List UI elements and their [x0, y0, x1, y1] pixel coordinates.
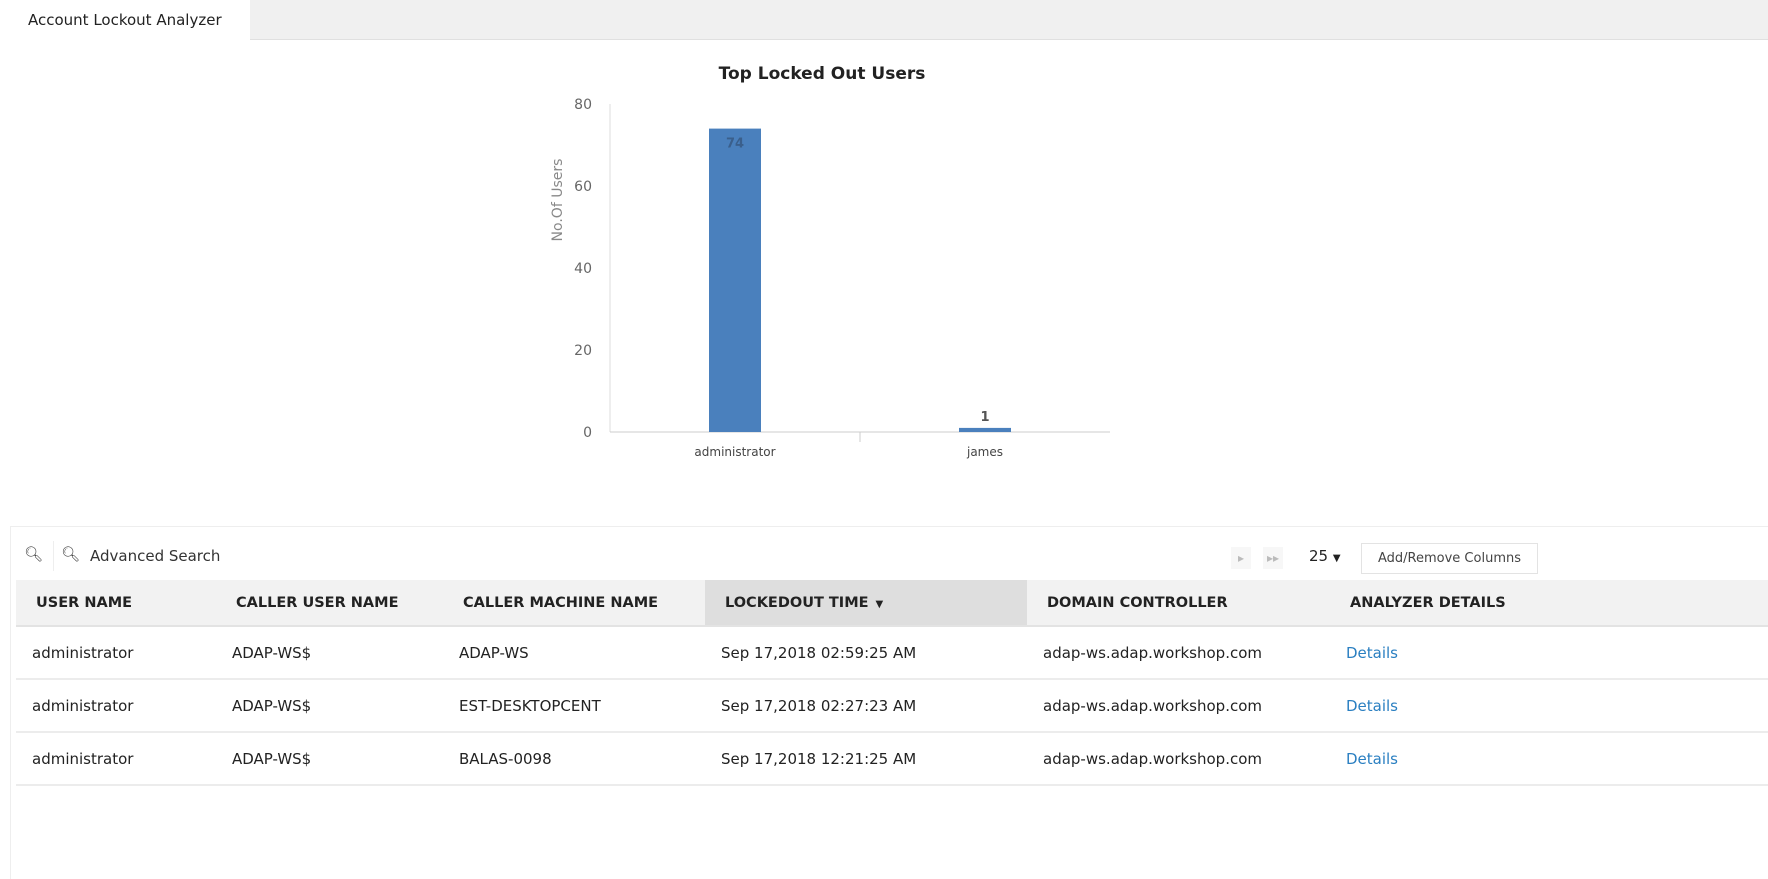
y-tick-label: 40: [574, 261, 592, 277]
bar-james: [959, 427, 1011, 432]
quick-search-icon[interactable]: 🔍︎: [24, 545, 44, 563]
data-label: 1: [980, 410, 989, 425]
caret-down-icon: ▼: [1332, 553, 1341, 564]
details-link[interactable]: Details: [1346, 696, 1399, 715]
table-cell: administrator: [16, 679, 216, 733]
chart-title: Top Locked Out Users: [719, 64, 926, 84]
column-header-label: USER NAME: [36, 594, 133, 611]
cell-value: adap-ws.adap.workshop.com: [1043, 749, 1263, 768]
table-cell: ADAP-WS$: [216, 626, 443, 680]
cell-value: Sep 17,2018 02:59:25 AM: [721, 643, 917, 662]
data-label: 74: [726, 137, 744, 152]
table-cell: adap-ws.adap.workshop.com: [1027, 679, 1330, 733]
last-page-button[interactable]: ▸▸: [1263, 547, 1283, 569]
column-header-label: LOCKEDOUT TIME: [725, 594, 869, 611]
table-cell: Sep 17,2018 02:59:25 AM: [705, 626, 1027, 680]
advanced-search-button[interactable]: Advanced Search: [90, 547, 221, 565]
details-link[interactable]: Details: [1346, 749, 1399, 768]
cell-value: ADAP-WS$: [232, 643, 312, 662]
cell-value: adap-ws.adap.workshop.com: [1043, 696, 1263, 715]
report-panel: 🔍︎ 🔍︎ Advanced Search ▸ ▸▸ 25 ▼ Add/Remo…: [10, 526, 1768, 879]
per-page-value: 25: [1309, 547, 1329, 565]
table-cell: Details: [1330, 732, 1768, 786]
table-toolbar: 🔍︎ 🔍︎ Advanced Search ▸ ▸▸ 25 ▼ Add/Remo…: [11, 527, 1768, 581]
column-header-label: CALLER MACHINE NAME: [463, 594, 659, 611]
column-header[interactable]: DOMAIN CONTROLLER: [1027, 580, 1330, 627]
details-link[interactable]: Details: [1346, 643, 1399, 662]
column-header-label: CALLER USER NAME: [236, 594, 399, 611]
next-page-button[interactable]: ▸: [1231, 547, 1251, 569]
top-locked-out-users-chart: Top Locked Out Users No.Of Users 0 20 40 60 80…: [550, 64, 1110, 459]
y-tick-label: 20: [574, 343, 592, 359]
column-header-label: DOMAIN CONTROLLER: [1047, 594, 1228, 611]
tab-bar: Account Lockout Analyzer: [0, 0, 1768, 41]
column-header[interactable]: LOCKEDOUT TIME ▼: [705, 580, 1027, 627]
table-cell: adap-ws.adap.workshop.com: [1027, 626, 1330, 680]
x-tick-label: administrator: [694, 445, 775, 459]
column-header[interactable]: CALLER USER NAME: [216, 580, 443, 627]
cell-value: EST-DESKTOPCENT: [459, 696, 601, 715]
cell-value: Sep 17,2018 02:27:23 AM: [721, 696, 917, 715]
x-tick-label: james: [966, 445, 1003, 459]
cell-value: ADAP-WS$: [232, 749, 312, 768]
cell-value: administrator: [32, 643, 134, 662]
divider: [53, 541, 54, 571]
table-cell: Details: [1330, 626, 1768, 680]
table-row: administrator ADAP-WS$ EST-DESKTOPCENT Sep …: [16, 679, 1768, 733]
cell-value: ADAP-WS: [459, 643, 529, 662]
table-cell: Details: [1330, 679, 1768, 733]
sort-desc-icon: ▼: [868, 598, 884, 610]
column-header[interactable]: USER NAME: [16, 580, 216, 627]
table-cell: Sep 17,2018 02:27:23 AM: [705, 679, 1027, 733]
table-cell: ADAP-WS: [443, 626, 705, 680]
advanced-search-icon[interactable]: 🔍︎: [61, 545, 81, 563]
table-cell: adap-ws.adap.workshop.com: [1027, 732, 1330, 786]
table-row: administrator ADAP-WS$ ADAP-WS Sep 17,2018 …: [16, 626, 1768, 680]
table-cell: ADAP-WS$: [216, 732, 443, 786]
column-header-label: ANALYZER DETAILS: [1350, 594, 1506, 611]
cell-value: adap-ws.adap.workshop.com: [1043, 643, 1263, 662]
cell-value: BALAS-0098: [459, 749, 552, 768]
tab-account-lockout-analyzer[interactable]: Account Lockout Analyzer: [0, 0, 250, 41]
y-tick-label: 60: [574, 179, 592, 195]
cell-value: administrator: [32, 749, 134, 768]
y-tick-label: 80: [574, 97, 592, 113]
cell-value: administrator: [32, 696, 134, 715]
cell-value: ADAP-WS$: [232, 696, 312, 715]
lockout-table: USER NAME CALLER USER NAME CALLER MACHINE …: [16, 580, 1768, 786]
table-cell: ADAP-WS$: [216, 679, 443, 733]
add-remove-columns-button[interactable]: Add/Remove Columns: [1361, 543, 1538, 574]
table-cell: Sep 17,2018 12:21:25 AM: [705, 732, 1027, 786]
table-row: administrator ADAP-WS$ BALAS-0098 Sep 17,20…: [16, 732, 1768, 786]
per-page-select[interactable]: 25 ▼: [1309, 547, 1341, 565]
table-cell: administrator: [16, 732, 216, 786]
table-cell: BALAS-0098: [443, 732, 705, 786]
table-cell: EST-DESKTOPCENT: [443, 679, 705, 733]
column-header[interactable]: CALLER MACHINE NAME: [443, 580, 705, 627]
y-axis-label: No.Of Users: [550, 159, 566, 242]
y-tick-label: 0: [583, 425, 592, 441]
column-header[interactable]: ANALYZER DETAILS: [1330, 580, 1768, 627]
cell-value: Sep 17,2018 12:21:25 AM: [721, 749, 917, 768]
bar-administrator: [709, 128, 761, 432]
table-cell: administrator: [16, 626, 216, 680]
